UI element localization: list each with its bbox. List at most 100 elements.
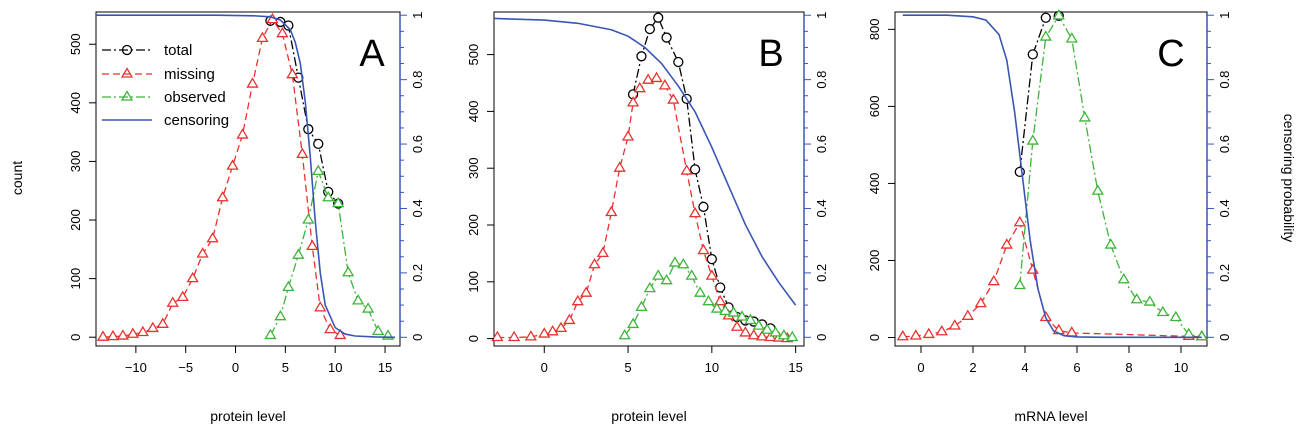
panel-a-missing-point — [96, 330, 110, 341]
panel-c-observed-point — [1026, 134, 1039, 145]
panel-a-observed-point — [361, 302, 375, 313]
panel-a-missing-point — [286, 67, 299, 79]
panel-b-y-tick-label: 500 — [466, 44, 481, 66]
panel-b-missing-point — [621, 130, 635, 141]
panel-a-observed-point — [371, 324, 385, 336]
legend: total missing observed censoring — [102, 42, 229, 129]
panel-b-missing-point — [491, 330, 504, 342]
panel-a-missing-point — [236, 128, 249, 139]
panel-a-x-tick-label: 0 — [232, 360, 239, 375]
panel-c-y-tick-label: 200 — [867, 250, 882, 272]
panel-b-missing-point — [580, 286, 593, 297]
panel-c-total-point — [1040, 12, 1051, 23]
panel-b-missing-point — [588, 257, 601, 269]
panel-a-missing-point — [276, 26, 289, 38]
panel-b-total-point — [698, 201, 709, 212]
panel-a-missing-point — [206, 231, 219, 243]
panel-b-missing-point — [705, 269, 718, 280]
panel-b-total-point — [644, 23, 655, 35]
panel-c-y2-tick-label: 1 — [1217, 12, 1232, 19]
panel-c-missing-point — [922, 327, 935, 339]
panel-c-letter: C — [1157, 33, 1184, 75]
panel-c-y-tick-label: 600 — [867, 96, 882, 118]
panel-b-y2-tick-label: 0.6 — [814, 135, 829, 153]
panel-b-total-point — [653, 12, 664, 23]
panel-c-x-tick-label: 2 — [969, 360, 976, 375]
panel-a-missing-point — [116, 329, 130, 340]
panel-a-x-axis: −10 −5 0 5 10 15 — [125, 345, 392, 375]
panel-c-y-tick-label: 800 — [867, 18, 882, 40]
panel-a-observed-point — [274, 309, 287, 321]
panel-a-y-tick-label: 100 — [68, 268, 83, 290]
panel-c-x-axis: 0 2 4 6 8 10 — [917, 345, 1188, 375]
panel-a-missing-point — [106, 329, 120, 341]
panel-b-missing-point — [571, 294, 584, 306]
panel-b-observed-point — [786, 330, 799, 342]
panel-c: 0 2 4 6 8 10 0 200 400 600 800 0 0.2 0.4 0.6 0.8 1 mRN… — [867, 9, 1232, 424]
panel-c-y-axis: 0 200 400 600 800 — [867, 18, 895, 341]
panel-b-missing-point — [714, 294, 727, 306]
panel-b-observed-line — [624, 262, 793, 339]
panel-b-observed-point — [710, 302, 724, 313]
panel-c-x-tick-label: 8 — [1125, 360, 1132, 375]
panel-b-missing-point — [524, 330, 538, 341]
panel-b-observed-point — [677, 257, 690, 269]
panel-b-x-tick-label: 0 — [541, 360, 548, 375]
panel-b-y-tick-label: 0 — [466, 335, 481, 342]
panel-a-missing-point — [314, 301, 327, 312]
panel-c-observed-point — [1013, 278, 1026, 290]
panel-a-missing-point — [334, 328, 347, 340]
panel-a-x-tick-label: −10 — [125, 360, 147, 375]
panel-c-missing-point — [948, 319, 961, 330]
panel-b-missing-point — [546, 325, 559, 336]
panel-a-observed-point — [322, 190, 335, 202]
panel-a-missing-point — [166, 296, 179, 307]
panel-b-missing-line — [497, 77, 788, 340]
panel-c-marks — [896, 9, 1208, 341]
panel-b-total-point — [689, 164, 701, 175]
panel-a-missing-point — [296, 147, 309, 159]
panel-b-missing-point — [658, 79, 672, 90]
panel-b-censoring-line — [493, 17, 797, 306]
panel-a-x-tick-label: 10 — [328, 360, 342, 375]
panel-a-marks — [96, 12, 396, 341]
legend-item-total: total — [102, 42, 192, 59]
panel-c-missing-point — [935, 324, 948, 336]
panel-b: 0 5 10 15 0 100 200 300 400 500 0 0.2 0.4 0.6 0.8 1 p… — [466, 11, 829, 424]
panel-c-x-tick-label: 0 — [917, 360, 924, 375]
panel-a-letter: A — [359, 33, 385, 75]
panel-b-observed-point — [693, 286, 707, 297]
panel-a-observed-point — [352, 294, 365, 305]
panel-a-x-tick-label: 5 — [282, 360, 289, 375]
panel-b-observed-point — [719, 304, 732, 315]
panel-b-observed-point — [735, 310, 749, 321]
panel-c-y-tick-label: 0 — [867, 334, 882, 341]
panel-a-missing-point — [126, 327, 140, 338]
panel-c-y2-tick-label: 0.6 — [1217, 135, 1232, 153]
panel-c-observed-point — [1039, 30, 1052, 41]
panel-b-total-point — [706, 253, 717, 265]
panel-c-missing-point — [1013, 215, 1026, 227]
panel-a-missing-point — [136, 325, 149, 337]
panel-b-y-tick-label: 400 — [466, 101, 481, 123]
panel-b-y-axis: 0 100 200 300 400 500 — [466, 44, 494, 342]
panel-c-observed-point — [1078, 111, 1091, 122]
panel-c-y2-tick-label: 0 — [1217, 334, 1232, 341]
panel-c-x-tick-label: 6 — [1073, 360, 1080, 375]
panel-b-missing-point — [730, 320, 744, 331]
panel-b-x-axis: 0 5 10 15 — [541, 345, 803, 375]
panel-b-missing-point — [626, 96, 640, 107]
panel-a-y2-tick-label: 0 — [410, 334, 425, 341]
panel-b-total-point — [661, 32, 672, 43]
panel-c-x-axis-title: mRNA level — [1014, 408, 1087, 424]
panel-b-observed-point — [727, 306, 740, 317]
panel-b-y2-tick-label: 1 — [814, 12, 829, 19]
panel-c-observed-point — [1143, 295, 1156, 306]
panel-b-x-tick-label: 5 — [624, 360, 631, 375]
panel-a-y-tick-label: 200 — [68, 209, 83, 231]
panel-c-missing-point — [896, 329, 909, 341]
panel-b-total-point — [673, 56, 684, 68]
panel-b-observed-point — [668, 256, 682, 267]
panel-a-y2-tick-label: 0.4 — [410, 199, 425, 217]
panel-a-x-tick-label: 15 — [378, 360, 392, 375]
